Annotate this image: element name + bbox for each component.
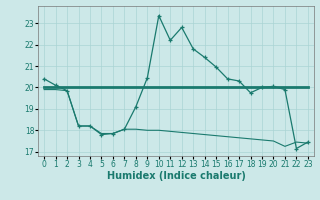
X-axis label: Humidex (Indice chaleur): Humidex (Indice chaleur) [107,171,245,181]
